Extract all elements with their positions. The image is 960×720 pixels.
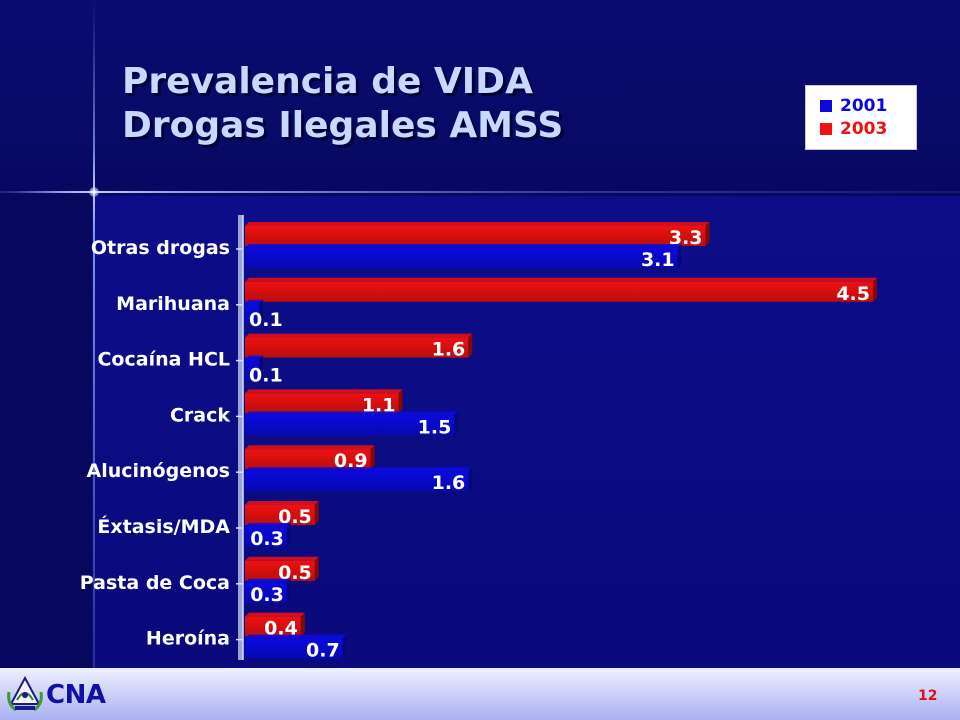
data-label-2003: 0.5 (278, 506, 312, 528)
legend-swatch-2001 (820, 100, 832, 112)
category-label: Otras drogas (91, 237, 230, 259)
page-number: 12 (918, 688, 938, 704)
bar-2003 (245, 612, 305, 637)
data-label-2001: 3.1 (641, 249, 675, 271)
top-band (0, 0, 960, 196)
bar-2003 (245, 556, 319, 581)
data-label-2001: 1.6 (432, 472, 466, 494)
logo-text: CNA (46, 680, 106, 710)
bar-2003 (245, 333, 473, 358)
category-label: Marihuana (116, 293, 230, 315)
footer-bar (0, 668, 960, 720)
bar-2003 (245, 445, 375, 470)
left-strip (0, 196, 92, 668)
bar-2003 (245, 277, 877, 302)
category-label: Crack (170, 404, 230, 426)
category-label: Éxtasis/MDA (97, 515, 230, 538)
y-axis-wall (238, 215, 243, 660)
bar-2001 (245, 523, 291, 547)
category-label: Alucinógenos (87, 460, 230, 482)
bar-2001 (245, 467, 473, 492)
bar-2001 (245, 244, 682, 268)
title-line-2: Drogas Ilegales AMSS (122, 105, 564, 146)
data-label-2003: 0.5 (278, 562, 312, 584)
bar-2001 (245, 634, 347, 659)
chart-legend: 2001 2003 (805, 85, 917, 150)
data-label-2003: 3.3 (669, 227, 703, 249)
bar-2001 (245, 299, 263, 324)
data-label-2003: 1.1 (362, 394, 396, 416)
bar-2001 (245, 355, 263, 380)
legend-label-2003: 2003 (840, 119, 888, 139)
slide-title: Prevalencia de VIDA Drogas Ilegales AMSS (122, 60, 563, 148)
bar-2003 (245, 501, 319, 525)
bar-chart: Otras drogas 3.33.1 Marihuana 4.5 0.1 Cocaína… (80, 215, 877, 662)
data-label-2001: 0.1 (249, 365, 283, 387)
legend-item-2003: 2003 (820, 119, 887, 139)
data-label-2001: 0.3 (250, 528, 284, 550)
data-label-2003: 4.5 (836, 283, 870, 305)
chart-panel (92, 196, 960, 668)
data-label-2001: 0.3 (250, 584, 284, 606)
data-label-2003: 0.9 (334, 450, 368, 472)
seal-icon (7, 675, 43, 712)
category-label: Heroína (146, 628, 230, 650)
category-label: Cocaína HCL (97, 349, 230, 371)
bar-2003 (245, 222, 710, 246)
decorative-horizontal-line (0, 191, 960, 193)
data-label-2001: 0.7 (306, 640, 340, 662)
bar-2001 (245, 578, 291, 603)
bar-2001 (245, 411, 459, 436)
data-label-2003: 0.4 (264, 618, 298, 640)
category-label: Pasta de Coca (80, 572, 230, 594)
bar-2003 (245, 389, 403, 414)
data-label-2001: 0.1 (249, 309, 283, 331)
decorative-vertical-line (93, 0, 95, 668)
legend-item-2001: 2001 (820, 96, 887, 116)
data-label-2003: 1.6 (432, 339, 466, 361)
title-line-1: Prevalencia de VIDA (122, 61, 533, 102)
data-label-2001: 1.5 (418, 416, 452, 438)
legend-label-2001: 2001 (840, 96, 888, 116)
legend-swatch-2003 (820, 123, 832, 135)
